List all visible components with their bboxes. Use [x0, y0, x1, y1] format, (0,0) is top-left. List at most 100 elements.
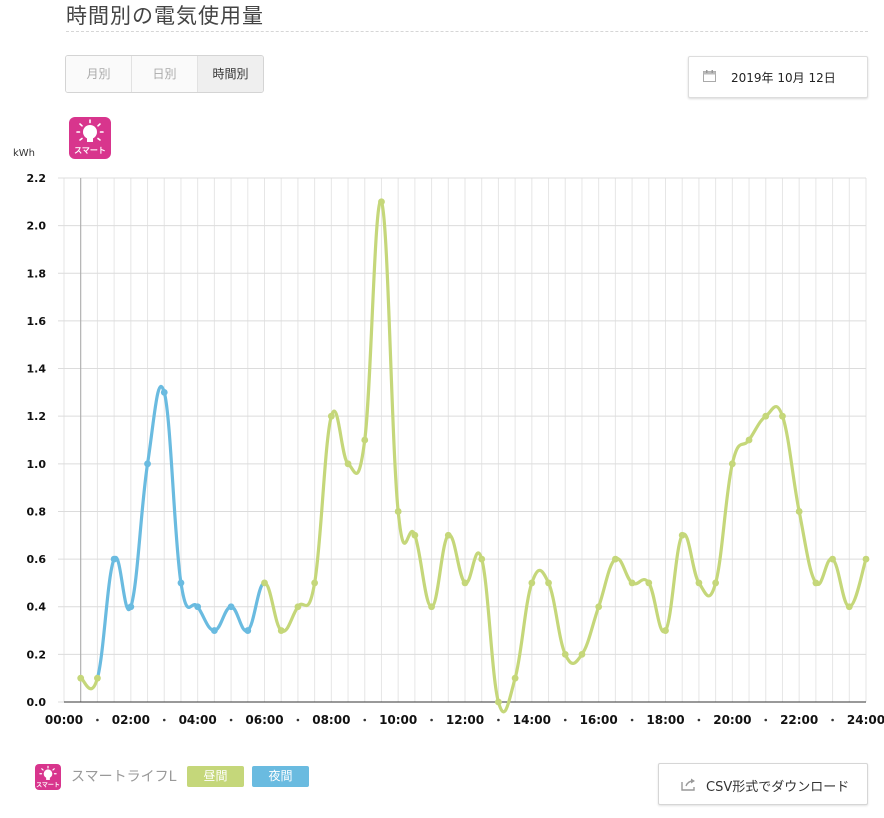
tab-hourly[interactable]: 時間別	[198, 56, 263, 92]
data-point	[545, 579, 552, 587]
x-tick-label: 16:00	[580, 713, 618, 727]
date-picker[interactable]: 2019年 10月 12日	[688, 56, 868, 98]
series-line-segment	[797, 509, 818, 585]
x-minor-tick-dot	[229, 718, 233, 722]
data-point	[461, 579, 469, 587]
series-line-segment	[346, 438, 367, 475]
data-point	[77, 674, 85, 682]
data-point	[611, 555, 619, 563]
data-point	[444, 531, 452, 539]
data-point	[845, 603, 853, 611]
data-point	[394, 508, 402, 515]
calendar-icon	[703, 70, 716, 82]
series-line-segment	[413, 533, 434, 609]
legend-nighttime: 夜間	[252, 766, 309, 787]
y-tick-label: 1.8	[27, 267, 47, 280]
series-line-segment	[429, 533, 450, 609]
x-minor-tick-dot	[697, 718, 701, 722]
data-point	[311, 579, 319, 587]
series-line-segment	[663, 533, 684, 633]
data-point	[762, 412, 770, 420]
y-tick-label: 2.2	[27, 172, 47, 185]
series-line-segment	[780, 414, 801, 514]
series-line-segment	[179, 581, 200, 609]
series-line-segment	[396, 509, 417, 545]
y-tick-label: 2.0	[27, 220, 47, 233]
data-point	[210, 627, 218, 634]
data-point	[561, 650, 569, 658]
series-line-segment	[730, 438, 751, 466]
series-line-segment	[847, 557, 868, 609]
x-minor-tick-dot	[497, 718, 500, 722]
series-line-segment	[680, 532, 701, 585]
x-minor-tick-dot	[296, 718, 300, 722]
series-line-segment	[480, 557, 501, 704]
data-point	[695, 579, 703, 587]
series-line-segment	[129, 462, 150, 609]
series-line-segment	[580, 605, 601, 656]
x-minor-tick-dot	[162, 718, 166, 722]
data-point	[110, 555, 118, 563]
data-point	[628, 579, 636, 587]
data-point	[712, 579, 720, 587]
legend-badge-label: スマート	[36, 782, 60, 789]
tab-monthly[interactable]: 月別	[66, 56, 132, 92]
data-point	[294, 603, 302, 611]
x-tick-label: 00:00	[45, 713, 83, 727]
series-line-segment	[196, 605, 216, 633]
y-axis-unit: kWh	[13, 148, 36, 159]
data-point	[244, 627, 252, 634]
data-point	[728, 460, 736, 468]
y-tick-label: 1.4	[27, 363, 47, 376]
x-minor-tick-dot	[630, 718, 634, 722]
x-minor-tick-dot	[363, 718, 367, 722]
data-point	[144, 460, 151, 468]
legend-daytime: 昼間	[187, 766, 244, 787]
series-line-segment	[313, 414, 333, 585]
data-point	[344, 460, 352, 468]
series-line-segment	[747, 414, 768, 442]
x-minor-tick-dot	[430, 718, 433, 722]
series-line-segment	[530, 568, 551, 585]
series-line-segment	[496, 676, 517, 714]
x-tick-label: 20:00	[713, 713, 751, 727]
page-title: 時間別の電気使用量	[66, 4, 264, 28]
data-point	[411, 531, 419, 539]
x-tick-label: 14:00	[513, 713, 551, 727]
series-line-segment	[714, 462, 734, 585]
data-point	[378, 198, 385, 206]
y-tick-label: 1.0	[27, 458, 47, 471]
series-line-segment	[279, 605, 300, 633]
series-line-segment	[95, 557, 116, 680]
x-tick-label: 06:00	[245, 713, 283, 727]
data-point	[428, 603, 435, 611]
series-line-segment	[112, 555, 133, 612]
data-point	[361, 436, 369, 444]
series-line-segment	[597, 557, 617, 609]
data-point	[745, 436, 753, 444]
data-point	[511, 674, 519, 682]
series-line-segment	[296, 581, 317, 609]
x-minor-tick-dot	[563, 718, 567, 722]
data-point	[177, 579, 185, 587]
data-point	[277, 627, 285, 634]
data-point	[795, 508, 803, 515]
data-point	[779, 412, 786, 420]
series-line-segment	[212, 605, 233, 633]
csv-download-button[interactable]: CSV形式でダウンロード	[658, 763, 868, 805]
x-tick-label: 04:00	[179, 713, 217, 727]
x-tick-label: 18:00	[646, 713, 684, 727]
x-tick-label: 24:00	[847, 713, 884, 727]
series-line-segment	[546, 581, 567, 656]
data-point	[862, 555, 870, 563]
y-tick-label: 0.0	[27, 696, 47, 709]
data-point	[227, 603, 235, 611]
y-tick-label: 0.8	[27, 505, 47, 518]
data-point	[261, 579, 268, 587]
tab-daily[interactable]: 日別	[132, 56, 198, 92]
data-point	[495, 698, 502, 706]
data-point	[812, 579, 820, 587]
data-point	[678, 531, 686, 539]
data-point	[327, 412, 335, 420]
data-point	[478, 555, 486, 563]
